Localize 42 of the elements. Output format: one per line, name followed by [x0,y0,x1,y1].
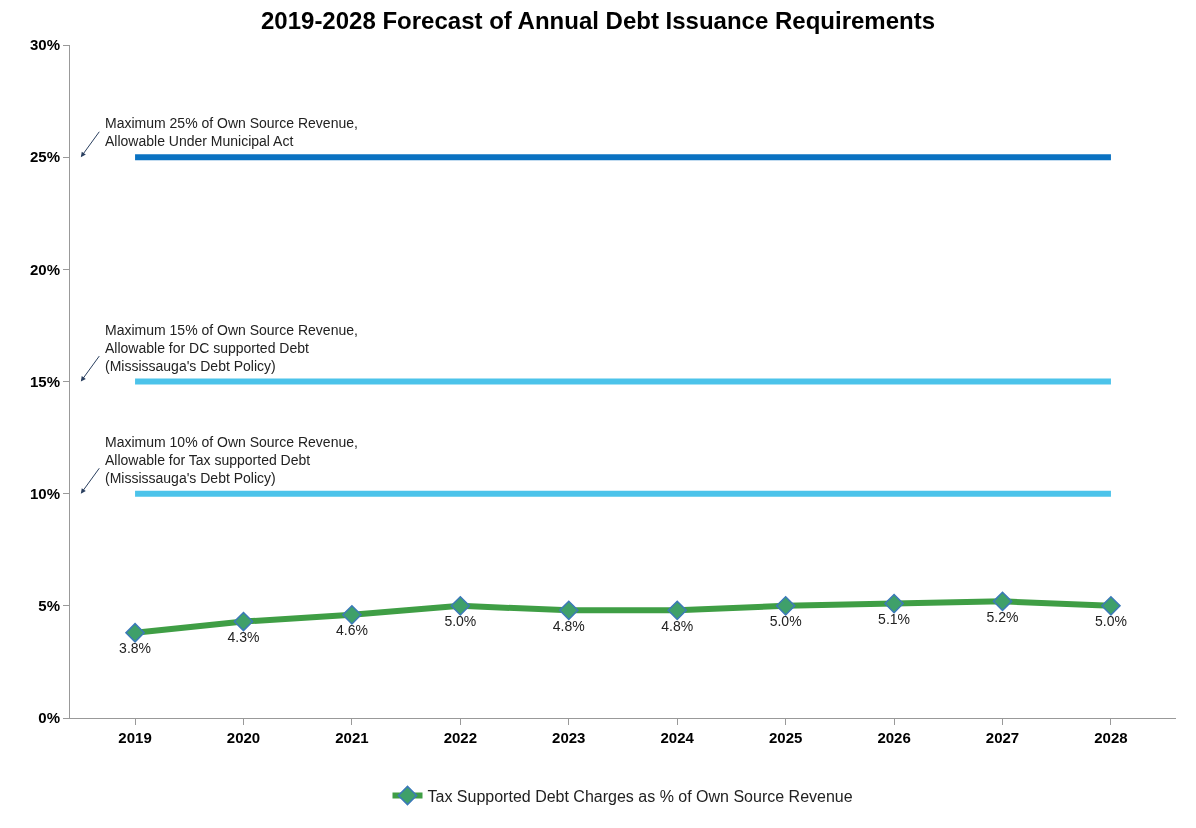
point [558,600,579,621]
y-tick-label: 25% [29,148,60,166]
x-tick-label: 2025 [768,729,803,746]
legend-label: Tax Supported Debt Charges as % of Own Source Revenue [427,787,853,805]
text: 5.0% [1094,613,1127,630]
point [450,595,471,616]
y-tick-label: 15% [29,372,60,390]
x-tick-label: 2026 [877,729,911,746]
point [233,611,254,632]
text: 5.0% [444,613,477,630]
text: 5.1% [878,610,911,627]
text: 4.8% [661,617,694,634]
x-tick-label: 2021 [335,729,369,746]
x-tick-label: 2019 [118,729,152,746]
ref-line-label: Maximum 15% of Own Source Revenue, Allowable for DC supported Debt (Mississauga's Debt Policy) [105,322,358,375]
point [342,604,362,625]
y-tick-label: 5% [38,597,60,615]
text: 4.6% [335,622,368,639]
point [775,595,796,616]
text: 4.3% [227,628,260,645]
ref-line-label: Maximum 10% of Own Source Revenue, Allowable for Tax supported Debt (Mississauga's Debt Policy) [105,434,358,487]
x-tick-label: 2024 [660,729,695,746]
point [125,622,145,643]
text: 4.8% [552,617,585,634]
text: 5.0% [769,613,802,630]
ref-line-label: Maximum 25% of Own Source Revenue, Allowable Under Municipal Act [105,115,358,150]
x-tick-label: 2020 [226,729,261,746]
y-tick-label: 10% [29,484,60,502]
point [667,600,688,621]
point [992,591,1013,612]
x-tick-label: 2023 [552,729,586,746]
text: 5.2% [986,608,1019,625]
x-tick-label: 2028 [1094,729,1128,746]
point [1101,595,1121,616]
y-tick-label: 0% [38,709,60,727]
text: 3.8% [119,640,152,656]
chart-title: 2019-2028 Forecast of Annual Debt Issuance Requirements [260,7,936,35]
point [884,593,904,614]
y-tick-label: 20% [29,260,60,278]
y-tick-label: 30% [29,36,60,54]
x-tick-label: 2022 [443,729,478,746]
x-tick-label: 2027 [985,729,1020,746]
